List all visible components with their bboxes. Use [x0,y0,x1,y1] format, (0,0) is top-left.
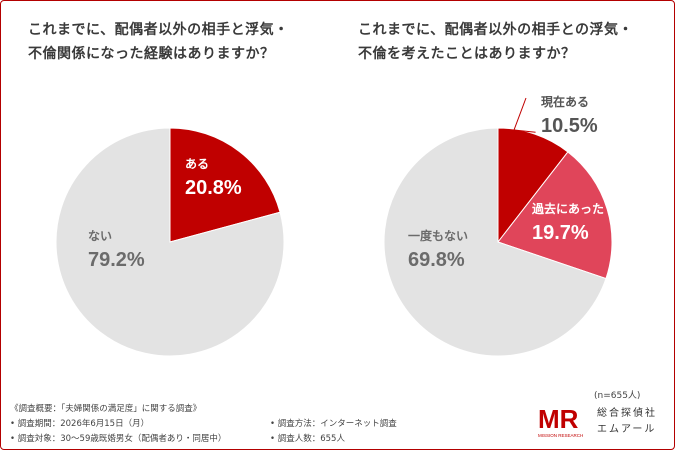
pie-2-leader-line-1 [513,129,536,133]
survey-period: • 調査期間：2026年6月15日（月） [10,419,150,429]
logo-tagline: MISSION RESEARCH [538,433,583,438]
pie-2-value-1: 10.5% [541,115,598,137]
pie-1-slice-1 [169,127,281,243]
chart-2-title: これまでに、配偶者以外の相手との浮気・ 不倫を考えたことはありますか？ [358,22,633,62]
pie-2-label-2: 過去にあった [531,201,604,216]
pie-1-label-1: ある [185,157,209,171]
chart-1-title: これまでに、配偶者以外の相手と浮気・ 不倫関係になった経験はありますか？ [28,22,289,62]
pie-1-label-2: ない [88,229,112,243]
pie-2-slice-3 [383,127,607,357]
pie-2-value-2: 19.7% [532,222,589,244]
survey-target: • 調査対象：30〜59歳既婚男女（配偶者あり・同居中） [10,434,227,444]
pie-2-slice-2 [497,151,613,280]
company-name-line2: エムアール [597,424,657,435]
pie-1-slice-2 [55,127,285,357]
company-name: 総合探偵社 エムアール [597,406,657,438]
company-name-line1: 総合探偵社 [597,408,657,419]
pie-1-value-1: 20.8% [185,177,242,199]
pie-2-label-3: 一度もない [408,228,468,243]
pie-2-leader-line-1b [513,97,527,131]
sample-size: (n=655人) [594,391,641,401]
survey-count: • 調査人数：655人 [270,434,345,444]
pie-1-value-2: 79.2% [88,249,145,271]
pie-2-slice-1 [497,127,569,244]
logo-letters: MR [538,404,579,434]
survey-method: • 調査方法：インターネット調査 [270,419,397,429]
pie-2-value-3: 69.8% [408,249,465,271]
company-logo: MR MISSION RESEARCH [538,404,583,438]
survey-overview: 《調査概要：「夫婦関係の満足度」に関する調査》 [10,404,202,414]
pie-2-label-1: 現在ある [541,94,589,109]
survey-footer: 《調査概要：「夫婦関係の満足度」に関する調査》 • 調査期間：2026年6月15… [10,402,397,447]
